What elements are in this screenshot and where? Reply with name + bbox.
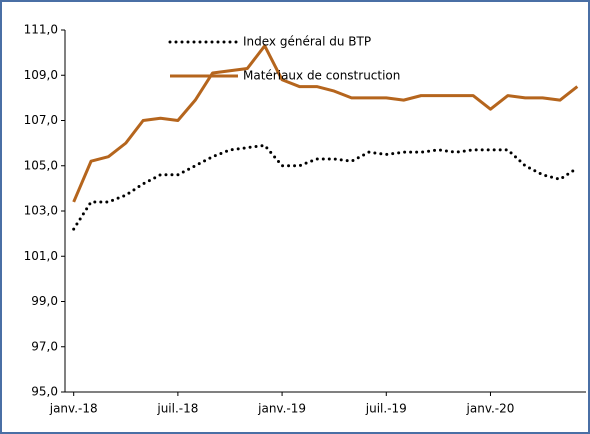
y-tick-label: 99,0 bbox=[31, 294, 58, 308]
x-tick-label: juil.-19 bbox=[365, 402, 407, 416]
series-line bbox=[72, 143, 579, 231]
y-tick-label: 103,0 bbox=[24, 204, 58, 218]
legend-label: Index général du BTP bbox=[243, 35, 371, 49]
x-tick-label: janv.-18 bbox=[49, 402, 98, 416]
y-tick-label: 95,0 bbox=[31, 385, 58, 399]
y-tick-label: 101,0 bbox=[24, 249, 58, 263]
x-tick-label: janv.-20 bbox=[466, 402, 515, 416]
y-tick-label: 107,0 bbox=[24, 113, 58, 127]
y-tick-label: 109,0 bbox=[24, 68, 58, 82]
y-tick-label: 111,0 bbox=[24, 23, 58, 37]
x-tick-label: juil.-18 bbox=[156, 402, 198, 416]
x-tick-label: janv.-19 bbox=[257, 402, 306, 416]
y-tick-label: 105,0 bbox=[24, 158, 58, 172]
y-tick-label: 97,0 bbox=[31, 339, 58, 353]
series-line bbox=[72, 44, 579, 203]
legend-label: Matériaux de construction bbox=[243, 69, 400, 83]
